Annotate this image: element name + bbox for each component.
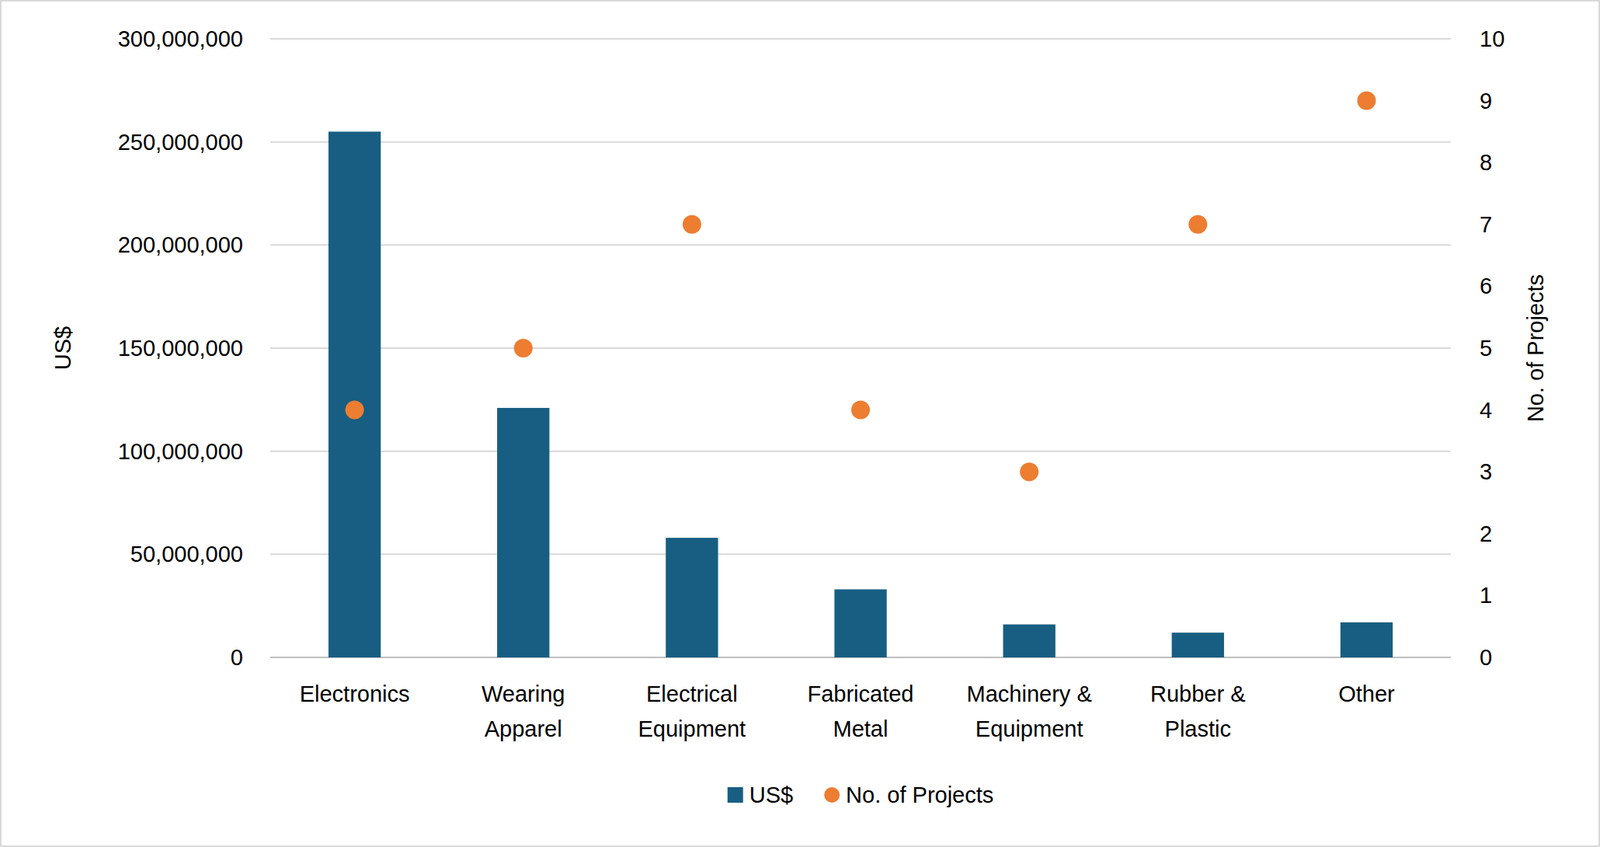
x-tick-label-line: Electrical bbox=[646, 681, 738, 707]
point bbox=[514, 338, 533, 358]
x-tick-label: Machinery & Equipment bbox=[966, 681, 1093, 741]
grid-line bbox=[270, 243, 1451, 246]
legend-swatch bbox=[727, 786, 744, 803]
y2-tick-label: 6 bbox=[1479, 273, 1493, 299]
point bbox=[851, 400, 870, 420]
x-tick-label-line: Other bbox=[1338, 681, 1395, 707]
y2-tick-label: 3 bbox=[1479, 459, 1493, 484]
y-tick-label: 100,000,000 bbox=[118, 438, 244, 464]
x-tick-label: Rubber & Plastic bbox=[1150, 681, 1246, 741]
y2-tick-label: 7 bbox=[1479, 212, 1493, 237]
x-tick-label-line: Rubber & bbox=[1150, 681, 1246, 707]
y-tick-label: 150,000,000 bbox=[118, 335, 244, 361]
chart-container: 0 50,000,000 100,000,000 150,000,000 200,000… bbox=[0, 0, 1600, 847]
x-tick-label: Electrical Equipment bbox=[638, 681, 747, 741]
grid-line bbox=[270, 450, 1451, 453]
x-tick-label-line: Metal bbox=[833, 716, 889, 741]
y-tick-label: 300,000,000 bbox=[118, 26, 244, 52]
x-tick-label: Other bbox=[1338, 681, 1395, 707]
x-tick-label-line: Equipment bbox=[975, 716, 1084, 741]
y2-tick-label: 4 bbox=[1479, 397, 1493, 423]
point bbox=[1019, 462, 1039, 481]
grid-line bbox=[270, 553, 1451, 555]
y2-axis-title: No. of Projects bbox=[1523, 274, 1548, 422]
grid bbox=[270, 38, 1451, 658]
y2-tick-label: 1 bbox=[1479, 582, 1493, 608]
x-tick-label-line: Equipment bbox=[638, 716, 747, 741]
legend-label: No. of Projects bbox=[845, 782, 994, 807]
x-tick-label-line: Wearing bbox=[481, 681, 565, 707]
y-tick-label: 50,000,000 bbox=[130, 541, 244, 567]
bar bbox=[1002, 624, 1055, 658]
grid-line bbox=[270, 141, 1451, 143]
x-tick-label: Wearing Apparel bbox=[481, 681, 565, 741]
bar bbox=[497, 407, 550, 658]
x-tick-label-line: Fabricated bbox=[806, 681, 914, 707]
y2-tick-label: 0 bbox=[1479, 644, 1493, 670]
point bbox=[345, 400, 365, 420]
bar bbox=[1172, 632, 1225, 658]
point bbox=[1188, 215, 1207, 234]
x-tick-label-line: Plastic bbox=[1165, 716, 1232, 741]
x-tick-label-line: Electronics bbox=[299, 681, 411, 707]
y-tick-label: 0 bbox=[230, 644, 244, 670]
x-tick-label-line: Machinery & bbox=[966, 681, 1093, 707]
legend-label: US$ bbox=[749, 782, 794, 807]
x-tick-label: Fabricated Metal bbox=[806, 681, 914, 741]
y-axis-title: US$ bbox=[50, 326, 76, 370]
plot-area bbox=[328, 91, 1393, 658]
x-tick-label-line: Apparel bbox=[484, 716, 563, 741]
grid-line bbox=[270, 347, 1451, 349]
x-tick-label: Electronics bbox=[299, 681, 411, 707]
bar bbox=[1340, 622, 1393, 658]
legend: US$ No. of Projects bbox=[727, 782, 995, 807]
bar bbox=[665, 537, 718, 658]
y2-tick-label: 9 bbox=[1479, 88, 1493, 114]
chart: 0 50,000,000 100,000,000 150,000,000 200,000… bbox=[0, 0, 1600, 847]
y2-tick-label: 2 bbox=[1479, 521, 1493, 547]
y-tick-label: 200,000,000 bbox=[118, 232, 244, 258]
point bbox=[682, 215, 702, 234]
legend-item: No. of Projects bbox=[824, 782, 994, 807]
legend-item: US$ bbox=[727, 782, 794, 807]
legend-swatch bbox=[824, 786, 840, 803]
y2-tick-label: 8 bbox=[1479, 149, 1493, 175]
grid-line bbox=[270, 38, 1451, 40]
y2-tick-label: 10 bbox=[1479, 26, 1505, 52]
y2-tick-label: 5 bbox=[1479, 335, 1493, 361]
point bbox=[1356, 91, 1376, 111]
chart-frame bbox=[0, 0, 1600, 846]
bar bbox=[834, 588, 887, 658]
y-tick-label: 250,000,000 bbox=[118, 129, 244, 155]
bar bbox=[328, 131, 381, 658]
